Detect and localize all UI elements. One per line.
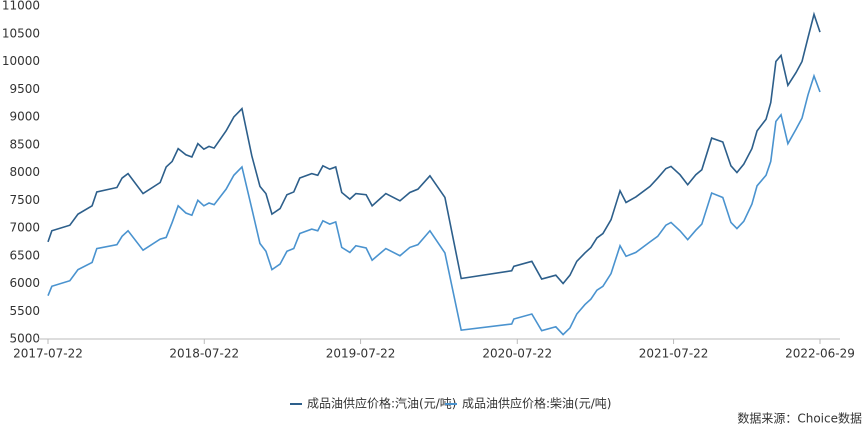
y-tick-label: 9000 — [9, 110, 40, 124]
y-tick-label: 10000 — [2, 54, 40, 68]
series-line — [47, 11, 821, 285]
x-tick-label: 2020-07-22 — [482, 347, 552, 361]
y-tick-label: 6500 — [9, 248, 40, 262]
x-tick-label: 2019-07-22 — [326, 347, 396, 361]
y-tick-label: 7500 — [9, 193, 40, 207]
y-tick-label: 8000 — [9, 165, 40, 179]
y-tick-label: 9500 — [9, 82, 40, 96]
y-tick-label: 5500 — [9, 304, 40, 318]
x-tick-label: 2022-06-29 — [785, 347, 855, 361]
y-tick-label: 11000 — [2, 0, 40, 13]
x-tick-label: 2017-07-22 — [13, 347, 83, 361]
y-tick-label: 8500 — [9, 137, 40, 151]
legend-label: 成品油供应价格:柴油(元/吨) — [462, 396, 611, 411]
legend-label: 成品油供应价格:汽油(元/吨) — [307, 396, 456, 411]
x-tick-label: 2021-07-22 — [639, 347, 709, 361]
y-tick-label: 7000 — [9, 221, 40, 235]
x-tick-label: 2018-07-22 — [169, 347, 239, 361]
source-note: 数据来源：Choice数据 — [737, 411, 862, 426]
y-tick-label: 10500 — [2, 26, 40, 40]
y-tick-label: 5000 — [9, 332, 40, 346]
y-tick-label: 6000 — [9, 276, 40, 290]
series-line — [47, 73, 821, 336]
